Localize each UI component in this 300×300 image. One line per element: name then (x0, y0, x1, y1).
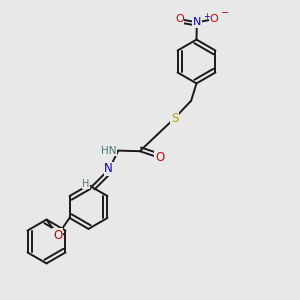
Text: −: − (221, 8, 229, 18)
Text: S: S (171, 112, 178, 125)
Text: HN: HN (101, 146, 117, 156)
Text: N: N (104, 162, 113, 175)
Text: H: H (82, 178, 89, 189)
Text: O: O (53, 229, 62, 242)
Text: +: + (203, 12, 210, 21)
Text: O: O (155, 151, 164, 164)
Text: O: O (210, 14, 219, 24)
Text: O: O (175, 14, 184, 24)
Text: N: N (193, 17, 201, 27)
